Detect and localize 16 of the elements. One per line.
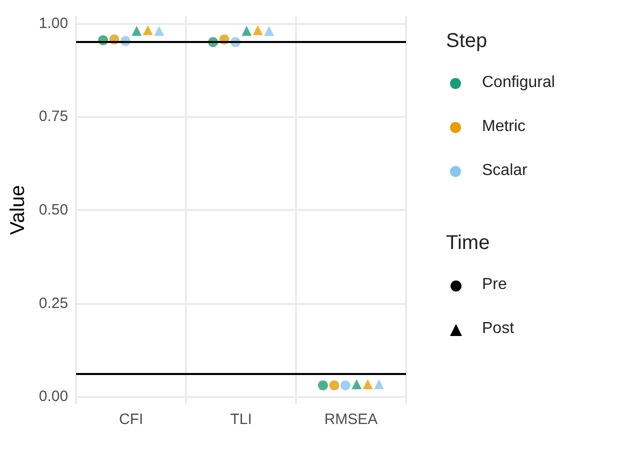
legend-label: Metric xyxy=(482,118,526,136)
y-axis-title: Value xyxy=(7,185,29,235)
x-tick-label: TLI xyxy=(230,411,252,428)
legend-label: Scalar xyxy=(482,162,528,180)
text: Pre xyxy=(482,276,507,294)
x-tick-label: RMSEA xyxy=(324,411,378,428)
y-tick-label: 0.25 xyxy=(38,294,68,312)
legend-title: Step xyxy=(446,30,488,53)
text: Post xyxy=(482,320,514,338)
y-tick-label: 1.00 xyxy=(38,14,68,32)
y-tick-label: 0.00 xyxy=(38,388,68,406)
x-tick-label: CFI xyxy=(118,411,144,428)
y-tick-label: 0.75 xyxy=(38,108,68,126)
y-tick-label: 0.50 xyxy=(38,202,68,218)
text: Time xyxy=(446,232,490,255)
legend-label: Configural xyxy=(482,74,555,92)
